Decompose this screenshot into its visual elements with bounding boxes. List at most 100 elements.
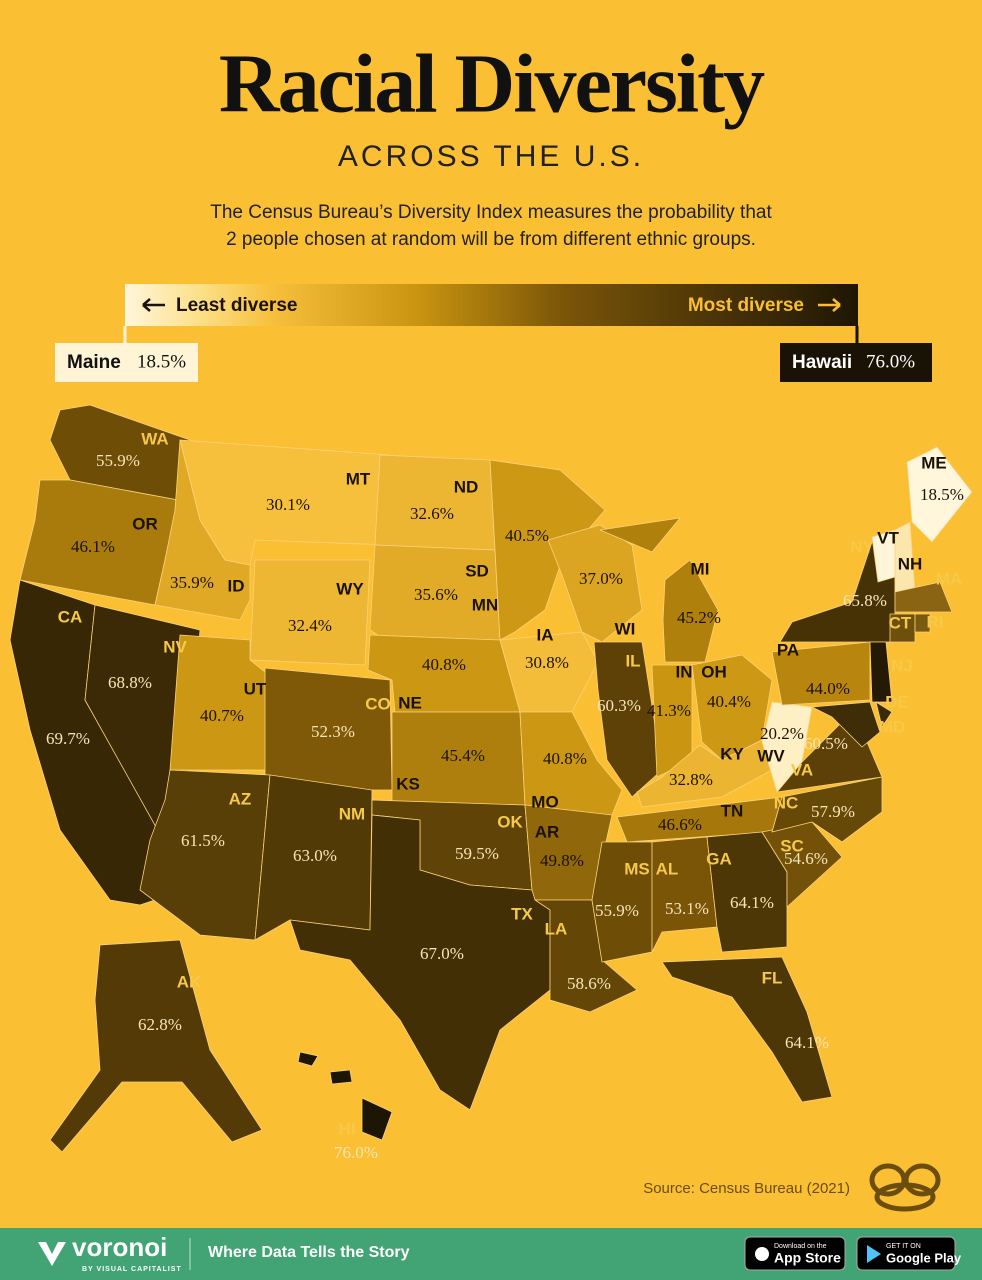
- state-value: 32.4%: [288, 616, 332, 635]
- min-name: Maine: [67, 352, 121, 373]
- brand-icon: [38, 1242, 66, 1266]
- state-abbr: IL: [625, 651, 640, 670]
- state-abbr: OR: [132, 514, 158, 533]
- state-abbr: DE: [885, 692, 909, 711]
- state: [771, 641, 871, 706]
- state-value: 69.7%: [46, 729, 90, 748]
- app-store-label: App Store: [774, 1250, 841, 1266]
- state: [875, 701, 893, 728]
- state-value: 60.3%: [597, 696, 641, 715]
- state-abbr: HI: [339, 1119, 356, 1138]
- min-box: [55, 343, 198, 382]
- google-play-button[interactable]: GET IT ON Google Play: [856, 1236, 962, 1271]
- state-value: 55.9%: [96, 451, 140, 470]
- app-store-bg[interactable]: [744, 1236, 846, 1271]
- state-value: 40.7%: [200, 706, 244, 725]
- state-abbr: UT: [244, 679, 267, 698]
- state-abbr: OH: [701, 662, 727, 681]
- state: [906, 446, 973, 543]
- state-value: 65.8%: [843, 591, 887, 610]
- state: [49, 939, 263, 1153]
- state: [761, 701, 813, 793]
- google-play-bg[interactable]: [856, 1236, 956, 1271]
- state-abbr: AL: [656, 859, 679, 878]
- state-abbr: SC: [780, 836, 804, 855]
- state-abbr: VA: [791, 760, 813, 779]
- state-abbr: MO: [531, 792, 558, 811]
- brand: voronoi: [72, 1232, 167, 1262]
- state-value: 58.6%: [567, 974, 611, 993]
- state-abbr: KY: [720, 744, 744, 763]
- state-abbr: KS: [396, 774, 420, 793]
- state-value: 55.9%: [595, 901, 639, 920]
- state: [636, 739, 773, 808]
- state-abbr: WV: [757, 746, 785, 765]
- state-abbr: SD: [465, 561, 489, 580]
- state-value: 61.5%: [181, 831, 225, 850]
- state: [489, 459, 606, 641]
- state: [889, 613, 916, 643]
- state: [661, 956, 833, 1103]
- description: 2 people chosen at random will be from d…: [226, 229, 756, 250]
- app-store-small: Download on the: [774, 1243, 827, 1250]
- state: [771, 776, 883, 843]
- state-abbr: LA: [545, 919, 568, 938]
- map: WA55.9%OR46.1%CA69.7%NV68.8%ID35.9%MT30.…: [9, 404, 973, 1162]
- state-value: 32.6%: [410, 504, 454, 523]
- app-store-button[interactable]: Download on the App Store: [744, 1236, 846, 1271]
- state-abbr: AK: [177, 972, 202, 991]
- state-abbr: IN: [676, 662, 693, 681]
- state: [289, 814, 551, 1111]
- state-abbr: TX: [511, 904, 533, 923]
- state-value: 54.6%: [784, 849, 828, 868]
- state-value: 59.5%: [455, 844, 499, 863]
- state-abbr: NH: [898, 554, 923, 573]
- state-value: 63.0%: [293, 846, 337, 865]
- state-abbr: MT: [346, 469, 371, 488]
- state-abbr: MI: [691, 559, 710, 578]
- apple-icon: [755, 1247, 769, 1261]
- state-abbr: NY: [850, 537, 874, 556]
- brand-sub: BY VISUAL CAPITALIST: [82, 1266, 182, 1273]
- state-value: 44.0%: [806, 679, 850, 698]
- state: [547, 524, 643, 643]
- state-value: 30.1%: [266, 495, 310, 514]
- state-abbr: ID: [228, 576, 245, 595]
- legend-high: Most diverse: [688, 295, 804, 316]
- state-abbr: ME: [921, 453, 947, 472]
- state: [593, 641, 663, 798]
- state-value: 64.1%: [730, 893, 774, 912]
- state-abbr: NM: [339, 804, 365, 823]
- state-value: 40.8%: [543, 749, 587, 768]
- google-label: Google Play: [886, 1250, 962, 1265]
- state-value: 67.0%: [420, 944, 464, 963]
- title: Racial Diversity: [219, 37, 765, 130]
- state-value: 46.6%: [658, 815, 702, 834]
- state-value: 62.8%: [138, 1015, 182, 1034]
- min-value: 18.5%: [137, 351, 186, 372]
- state-abbr: PA: [777, 640, 799, 659]
- state-abbr: CA: [58, 607, 83, 626]
- state-abbr: OK: [497, 812, 523, 831]
- state-value: 30.8%: [525, 653, 569, 672]
- max-box: [780, 343, 932, 382]
- vc-logo: [869, 1163, 941, 1212]
- state-abbr: ND: [454, 477, 479, 496]
- state-abbr: WI: [615, 619, 636, 638]
- state-value: 57.9%: [811, 802, 855, 821]
- state-abbr: AZ: [229, 789, 252, 808]
- state-value: 18.5%: [920, 485, 964, 504]
- state-value: 45.4%: [441, 746, 485, 765]
- state-value: 37.0%: [579, 569, 623, 588]
- state-abbr: MN: [472, 595, 498, 614]
- state-abbr: GA: [706, 849, 732, 868]
- state-abbr: NC: [774, 793, 799, 812]
- legend-gradient: [125, 284, 858, 326]
- state-abbr: CT: [889, 613, 912, 632]
- google-small: GET IT ON: [886, 1243, 921, 1250]
- state: [651, 836, 718, 953]
- state-abbr: NV: [163, 637, 187, 656]
- state-value: 35.9%: [170, 573, 214, 592]
